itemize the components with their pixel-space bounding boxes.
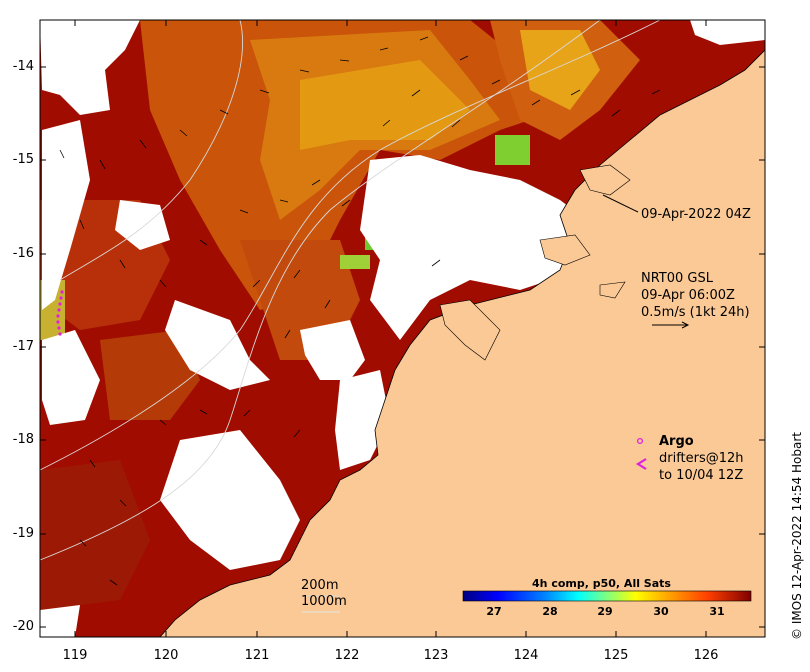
satellite-time-label: 09-Apr-2022 04Z [641,207,751,222]
isobath-1000-label: 1000m [301,594,347,609]
argo-drifter-track [56,290,64,336]
colorbar [462,590,752,602]
isobaths [39,19,661,561]
colorbar-tick: 27 [486,605,502,618]
x-tick-label: 123 [423,648,449,663]
y-tick-label: -16 [12,246,34,261]
cloud-mask [40,20,765,637]
x-tick-label: 121 [244,648,270,663]
y-tick-label: -17 [12,339,34,354]
x-tick-label: 119 [62,648,88,663]
scale-arrow [652,321,690,329]
land-australia [159,49,766,638]
colorbar-tick: 28 [542,605,558,618]
y-tick-label: -15 [12,152,34,167]
x-tick-label: 124 [513,648,539,663]
current-model-label: NRT00 GSL [641,271,713,286]
drifters-until-label: to 10/04 12Z [659,468,744,483]
drifter-legend-icon [635,458,647,470]
y-tick-label: -19 [12,526,34,541]
coast-islands [439,164,631,361]
current-scale-label: 0.5m/s (1kt 24h) [641,305,750,320]
argo-label: Argo [659,434,694,449]
colorbar-tick: 29 [597,605,613,618]
x-tick-label: 122 [334,648,360,663]
current-time-label: 09-Apr 06:00Z [641,288,735,303]
y-tick-marks [40,66,765,628]
y-tick-label: -14 [12,59,34,74]
colorbar-tick: 31 [709,605,725,618]
credit-label: © IMOS 12-Apr-2022 14:54 Hobart [790,432,804,640]
x-tick-marks [74,20,707,637]
isobath-200-label: 200m [301,578,339,593]
y-tick-label: -20 [12,619,34,634]
argo-legend-icon [636,437,644,445]
drifters-label: drifters@12h [659,451,744,466]
x-tick-label: 120 [153,648,179,663]
plot-frame [39,19,766,638]
x-tick-label: 125 [603,648,629,663]
current-vectors [59,36,661,586]
sat-time-leader [602,194,639,213]
colorbar-title: 4h comp, p50, All Sats [532,577,671,590]
x-tick-label: 126 [693,648,719,663]
colorbar-tick: 30 [653,605,669,618]
y-tick-label: -18 [12,432,34,447]
